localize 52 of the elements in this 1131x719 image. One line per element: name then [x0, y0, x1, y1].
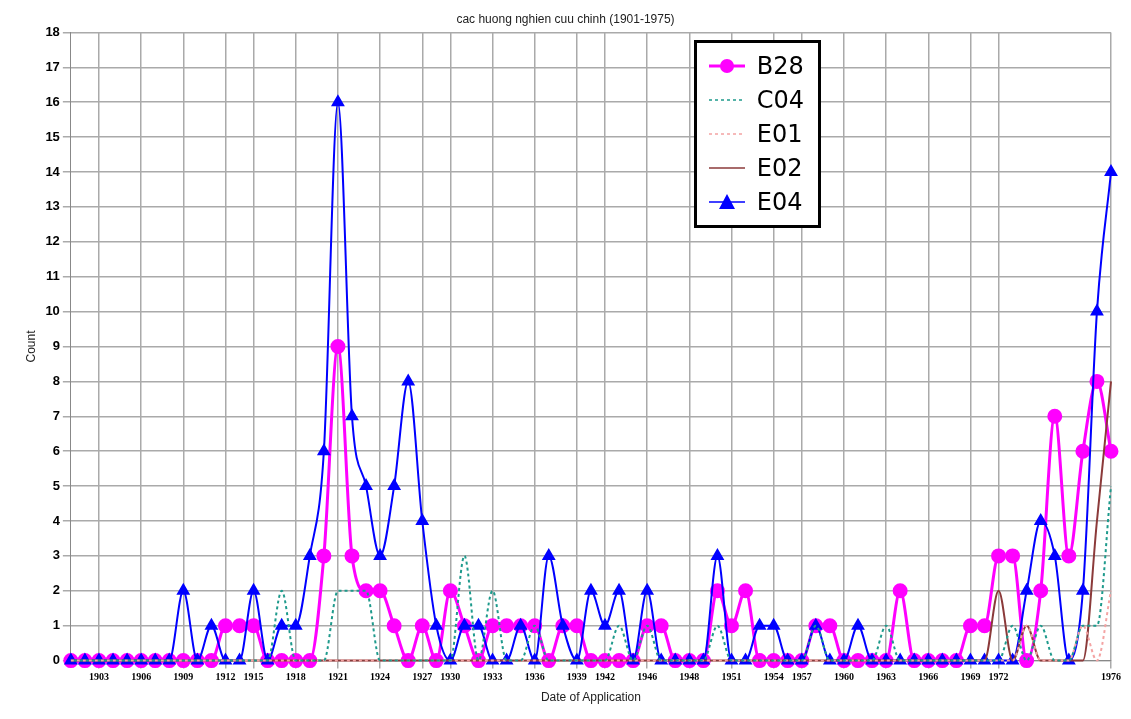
x-tick-label: 1963 — [876, 671, 897, 683]
y-tick-label: 7 — [52, 407, 60, 423]
x-tick-label: 1948 — [679, 671, 700, 683]
legend-label: B28 — [756, 52, 804, 81]
legend-label: C04 — [756, 86, 805, 115]
legend-label: E04 — [756, 188, 803, 217]
x-tick-label: 1966 — [918, 671, 939, 683]
chart-title: cac huong nghien cuu chinh (1901-1975) — [456, 11, 675, 26]
y-tick-label: 16 — [45, 93, 60, 109]
y-tick-label: 4 — [52, 512, 61, 528]
y-tick-label: 3 — [52, 547, 60, 563]
y-tick-label: 9 — [52, 338, 60, 354]
x-tick-label: 1933 — [482, 671, 503, 683]
x-tick-label: 1915 — [243, 671, 264, 683]
y-tick-label: 14 — [45, 163, 61, 179]
y-tick-label: 15 — [45, 128, 60, 144]
x-tick-label: 1903 — [88, 671, 109, 683]
y-tick-label: 2 — [52, 582, 60, 598]
y-tick-label: 1 — [52, 617, 60, 633]
y-tick-label: 5 — [52, 477, 60, 493]
x-tick-label: 1972 — [988, 671, 1009, 683]
legend-label: E02 — [756, 154, 803, 183]
y-axis-title: Count — [23, 329, 38, 363]
x-tick-label: 1930 — [440, 671, 461, 683]
x-tick-label: 1969 — [960, 671, 981, 683]
y-tick-label: 10 — [45, 303, 60, 319]
y-tick-label: 12 — [45, 233, 60, 249]
x-tick-label: 1921 — [327, 671, 348, 683]
y-tick-label: 17 — [45, 58, 60, 74]
y-tick-label: 13 — [45, 198, 60, 214]
x-tick-label: 1909 — [173, 671, 194, 683]
x-tick-label: 1912 — [215, 671, 236, 683]
y-tick-label: 0 — [52, 652, 60, 668]
x-tick-label: 1976 — [1101, 671, 1121, 683]
y-tick-label: 6 — [52, 442, 60, 458]
x-tick-label: 1936 — [524, 671, 545, 683]
y-tick-label: 8 — [52, 372, 60, 388]
x-tick-label: 1924 — [370, 671, 391, 683]
x-tick-label: 1906 — [131, 671, 152, 683]
x-tick-label: 1942 — [594, 671, 615, 683]
y-tick-label: 11 — [46, 268, 60, 284]
x-tick-label: 1927 — [412, 671, 433, 683]
y-tick-label: 18 — [45, 23, 60, 39]
x-tick-label: 1918 — [285, 671, 306, 683]
x-tick-label: 1946 — [637, 671, 658, 683]
x-tick-label: 1957 — [791, 671, 812, 683]
x-tick-label: 1954 — [763, 671, 784, 683]
x-tick-label: 1939 — [566, 671, 587, 683]
x-axis-title: Date of Application — [540, 690, 641, 705]
x-tick-label: 1951 — [721, 671, 742, 683]
x-tick-label: 1960 — [833, 671, 854, 683]
legend-label: E01 — [756, 120, 803, 149]
